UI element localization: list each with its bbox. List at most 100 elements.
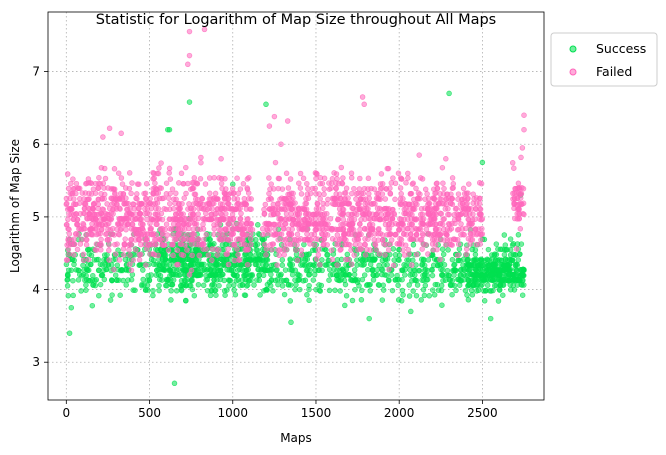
data-point	[420, 216, 427, 222]
data-point	[133, 211, 139, 217]
data-point	[144, 282, 151, 289]
data-point	[106, 242, 112, 248]
data-point	[171, 225, 178, 232]
data-point	[423, 266, 429, 273]
data-point	[211, 222, 217, 228]
data-point	[283, 170, 290, 177]
data-point	[438, 211, 445, 217]
data-point	[98, 236, 104, 243]
data-point	[376, 216, 383, 222]
data-point	[191, 175, 198, 181]
data-point	[472, 216, 478, 223]
data-point	[316, 191, 322, 197]
data-point	[340, 227, 346, 233]
data-point	[159, 231, 166, 237]
data-point	[84, 196, 90, 203]
data-point	[472, 251, 479, 258]
data-point	[458, 221, 464, 227]
data-point	[352, 286, 358, 293]
data-point	[307, 190, 314, 197]
data-point	[413, 231, 420, 238]
data-point	[132, 216, 138, 223]
data-point	[367, 200, 374, 206]
data-point	[422, 271, 428, 278]
data-point	[226, 277, 233, 284]
data-point	[317, 261, 323, 268]
data-point	[507, 266, 514, 273]
data-point	[83, 241, 90, 248]
data-point	[352, 241, 359, 248]
data-point	[221, 216, 227, 223]
data-point	[351, 267, 358, 273]
data-point	[430, 247, 437, 253]
data-point	[405, 226, 411, 232]
data-point	[85, 205, 91, 211]
data-point	[256, 272, 262, 278]
data-point	[282, 237, 289, 243]
data-point	[129, 180, 135, 186]
data-point	[439, 302, 445, 308]
data-point	[118, 130, 124, 137]
data-point	[398, 236, 405, 243]
data-point	[511, 165, 517, 171]
data-point	[181, 262, 188, 268]
data-point	[180, 267, 186, 273]
data-point	[244, 261, 251, 268]
data-point	[441, 262, 448, 268]
data-point	[326, 180, 332, 186]
data-point	[144, 206, 151, 212]
data-point	[351, 252, 357, 258]
data-point	[272, 277, 279, 284]
data-point	[382, 252, 388, 258]
data-point	[195, 215, 201, 222]
data-point	[382, 215, 389, 222]
data-point	[168, 297, 174, 303]
data-point	[406, 282, 412, 288]
data-point	[313, 256, 320, 262]
data-point	[219, 185, 225, 192]
data-point	[464, 196, 471, 202]
data-point	[392, 277, 398, 283]
data-point	[183, 221, 190, 227]
data-point	[418, 236, 425, 243]
data-point	[237, 222, 243, 228]
data-point	[278, 231, 285, 237]
data-point	[297, 185, 304, 191]
data-point	[183, 297, 189, 304]
data-point	[379, 181, 386, 187]
data-point	[365, 186, 371, 192]
data-point	[360, 196, 367, 203]
data-point	[296, 216, 302, 222]
data-point	[73, 190, 79, 197]
data-point	[216, 282, 222, 289]
data-point	[76, 271, 83, 278]
data-point	[137, 201, 143, 207]
data-point	[367, 247, 373, 253]
data-point	[484, 282, 491, 288]
data-point	[504, 246, 510, 253]
data-point	[298, 191, 305, 197]
data-point	[287, 176, 294, 182]
data-point	[470, 262, 477, 269]
data-point	[435, 232, 441, 238]
data-point	[106, 257, 112, 263]
data-point	[230, 267, 236, 273]
data-point	[232, 291, 239, 298]
data-point	[98, 190, 104, 197]
data-point	[302, 257, 308, 264]
data-point	[360, 211, 366, 218]
data-point	[432, 227, 439, 233]
data-point	[456, 226, 462, 233]
data-point	[178, 170, 185, 177]
data-point	[467, 241, 473, 247]
data-point	[100, 267, 107, 274]
data-point	[357, 175, 363, 182]
legend-box	[550, 32, 658, 87]
data-point	[115, 247, 121, 253]
data-point	[208, 216, 214, 222]
data-point	[71, 252, 77, 258]
data-point	[83, 276, 90, 283]
data-point	[136, 205, 142, 212]
data-point	[389, 206, 396, 213]
data-point	[374, 272, 380, 278]
